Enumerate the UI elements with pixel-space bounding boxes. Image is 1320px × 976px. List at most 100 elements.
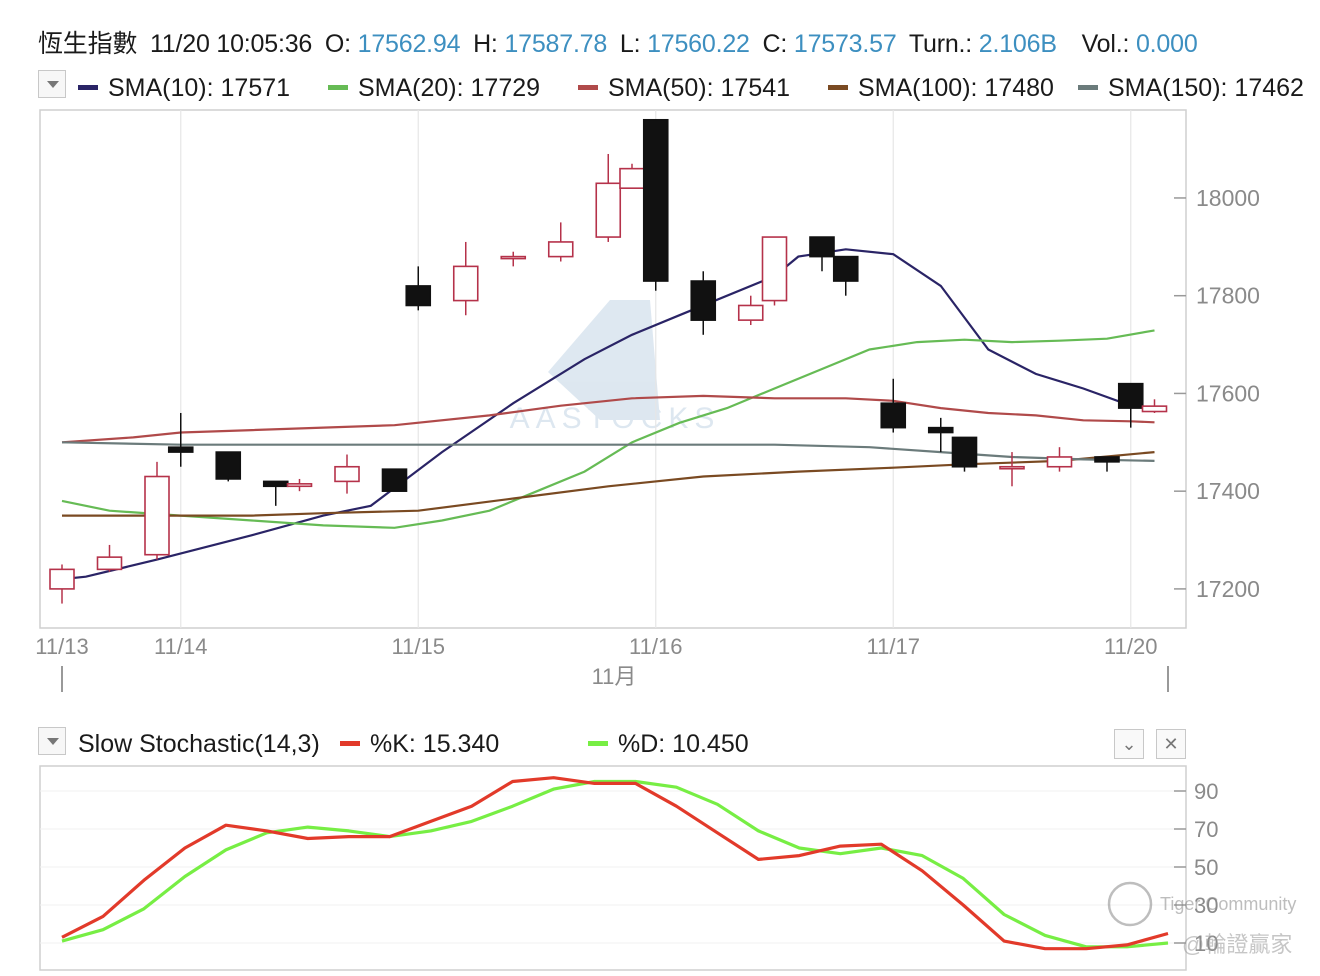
quote-datetime: 11/20 10:05:36 — [149, 30, 313, 58]
stochastic-y-label: 50 — [1194, 855, 1218, 880]
legend-swatch — [78, 84, 98, 90]
candle-body — [262, 480, 289, 488]
x-tick-label: 11/13 — [35, 634, 88, 659]
candle — [595, 153, 622, 242]
watermark-text: AASTOCKS — [510, 402, 721, 435]
candle — [999, 452, 1025, 487]
stochastic-y-label: 90 — [1194, 779, 1218, 804]
candle-body — [1046, 456, 1073, 468]
close-value: 17573.57 — [793, 30, 897, 58]
y-tick-label: 17800 — [1196, 283, 1260, 309]
candle-body — [832, 255, 859, 282]
open-label: O: — [324, 30, 351, 58]
candles — [49, 118, 1168, 604]
candle-body — [927, 426, 954, 434]
candle — [1117, 382, 1144, 428]
candle-body — [809, 236, 835, 258]
sma-line — [61, 394, 1155, 444]
candle — [642, 118, 669, 291]
sma-legend-item: SMA(150): 17462 — [1078, 74, 1304, 103]
x-tick-label: 11/15 — [392, 634, 445, 659]
k-swatch — [340, 740, 360, 746]
candle-body — [167, 446, 194, 453]
candle — [832, 255, 859, 296]
x-month-label: 11月 — [592, 664, 637, 689]
candle-body — [999, 465, 1025, 470]
candle — [500, 251, 527, 267]
candle-body — [452, 265, 479, 302]
d-swatch — [588, 740, 608, 746]
legend-swatch — [328, 84, 348, 90]
legend-swatch — [1078, 84, 1098, 90]
stochastic-y-label: 10 — [1194, 931, 1218, 956]
candle-body — [334, 465, 360, 483]
close-panel-button[interactable]: ✕ — [1156, 729, 1186, 759]
legend-swatch — [828, 84, 848, 90]
turnover-value: 2.106B — [978, 30, 1057, 58]
candle — [215, 451, 242, 482]
k-label: %K: 15.340 — [370, 730, 500, 758]
low-value: 17560.22 — [647, 30, 750, 58]
stochastic-dropdown-button[interactable] — [38, 727, 66, 755]
candle-body — [286, 483, 313, 488]
candle-body — [96, 556, 123, 571]
stochastic-plot-area — [39, 765, 1187, 971]
candle-body — [951, 436, 978, 468]
index-name: 恆生指數 — [38, 30, 138, 58]
stochastic-chart[interactable]: 90 70 50 30 10 Tiger Community @輪證贏家 — [0, 756, 1320, 976]
tiger-logo-icon — [1107, 881, 1153, 927]
candle-body — [547, 241, 574, 258]
candle — [96, 544, 123, 572]
price-x-axis: 11/13 11/14 11/15 11/16 11/17 11/20 11月 — [35, 634, 1169, 692]
k-legend-item: %K: 15.340 — [340, 730, 499, 759]
x-tick-label: 11/16 — [629, 634, 682, 659]
candle — [809, 236, 835, 272]
candle — [381, 468, 408, 492]
stochastic-y-label: 70 — [1194, 817, 1218, 842]
candle — [49, 564, 75, 604]
high-label: H: — [473, 30, 498, 58]
candle-body — [761, 236, 788, 302]
candle — [1141, 399, 1168, 413]
price-y-axis: 17200 17400 17600 18000 17800 — [1174, 185, 1260, 602]
legend-label: SMA(150): 17462 — [1108, 74, 1304, 102]
aastocks-watermark: AASTOCKS — [510, 300, 721, 435]
x-tick-label: 11/17 — [867, 634, 920, 659]
candle — [286, 478, 313, 492]
legend-label: SMA(100): 17480 — [858, 74, 1054, 102]
d-label: %D: 10.450 — [618, 730, 749, 758]
legend-label: SMA(20): 17729 — [358, 74, 541, 102]
stochastic-y-axis: 90 70 50 30 10 — [1174, 779, 1218, 956]
candle-body — [500, 255, 527, 260]
stochastic-title: Slow Stochastic(14,3) — [78, 730, 320, 759]
candle — [1094, 456, 1120, 472]
price-chart[interactable]: AASTOCKS 17200 17400 17600 18000 17800 11/13… — [0, 0, 1320, 700]
y-tick-label: 17400 — [1196, 478, 1260, 504]
candle-body — [1117, 382, 1144, 409]
candle-body — [880, 402, 907, 429]
candle — [167, 412, 194, 467]
sma-legend-item: SMA(100): 17480 — [828, 74, 1054, 103]
low-label: L: — [619, 30, 641, 58]
sma-legend: SMA(10): 17571 SMA(20): 17729 SMA(50): 1… — [78, 74, 1318, 104]
x-tick-label: 11/20 — [1104, 634, 1157, 659]
x-tick-label: 11/14 — [154, 634, 207, 659]
tiger-watermark-text: Tiger Community — [1160, 894, 1296, 914]
candle-body — [619, 167, 645, 189]
candle-body — [737, 304, 764, 321]
y-tick-label: 17200 — [1196, 576, 1260, 602]
candle — [405, 266, 432, 311]
indicator-dropdown-button[interactable] — [38, 70, 66, 98]
handle-watermark-text: @輪證贏家 — [1182, 932, 1292, 957]
stochastic-lines — [61, 776, 1169, 951]
volume-label: Vol.: — [1081, 30, 1130, 58]
candle — [761, 236, 788, 306]
collapse-panel-button[interactable]: ⌄ — [1114, 729, 1144, 759]
candle-body — [690, 280, 717, 321]
sma-legend-item: SMA(20): 17729 — [328, 74, 540, 103]
stochastic-line — [61, 779, 1169, 949]
tiger-watermark: Tiger Community @輪證贏家 — [1107, 881, 1296, 957]
turnover-label: Turn.: — [908, 30, 973, 58]
y-tick-label: 17600 — [1196, 380, 1260, 406]
sma-legend-item: SMA(50): 17541 — [578, 74, 790, 103]
